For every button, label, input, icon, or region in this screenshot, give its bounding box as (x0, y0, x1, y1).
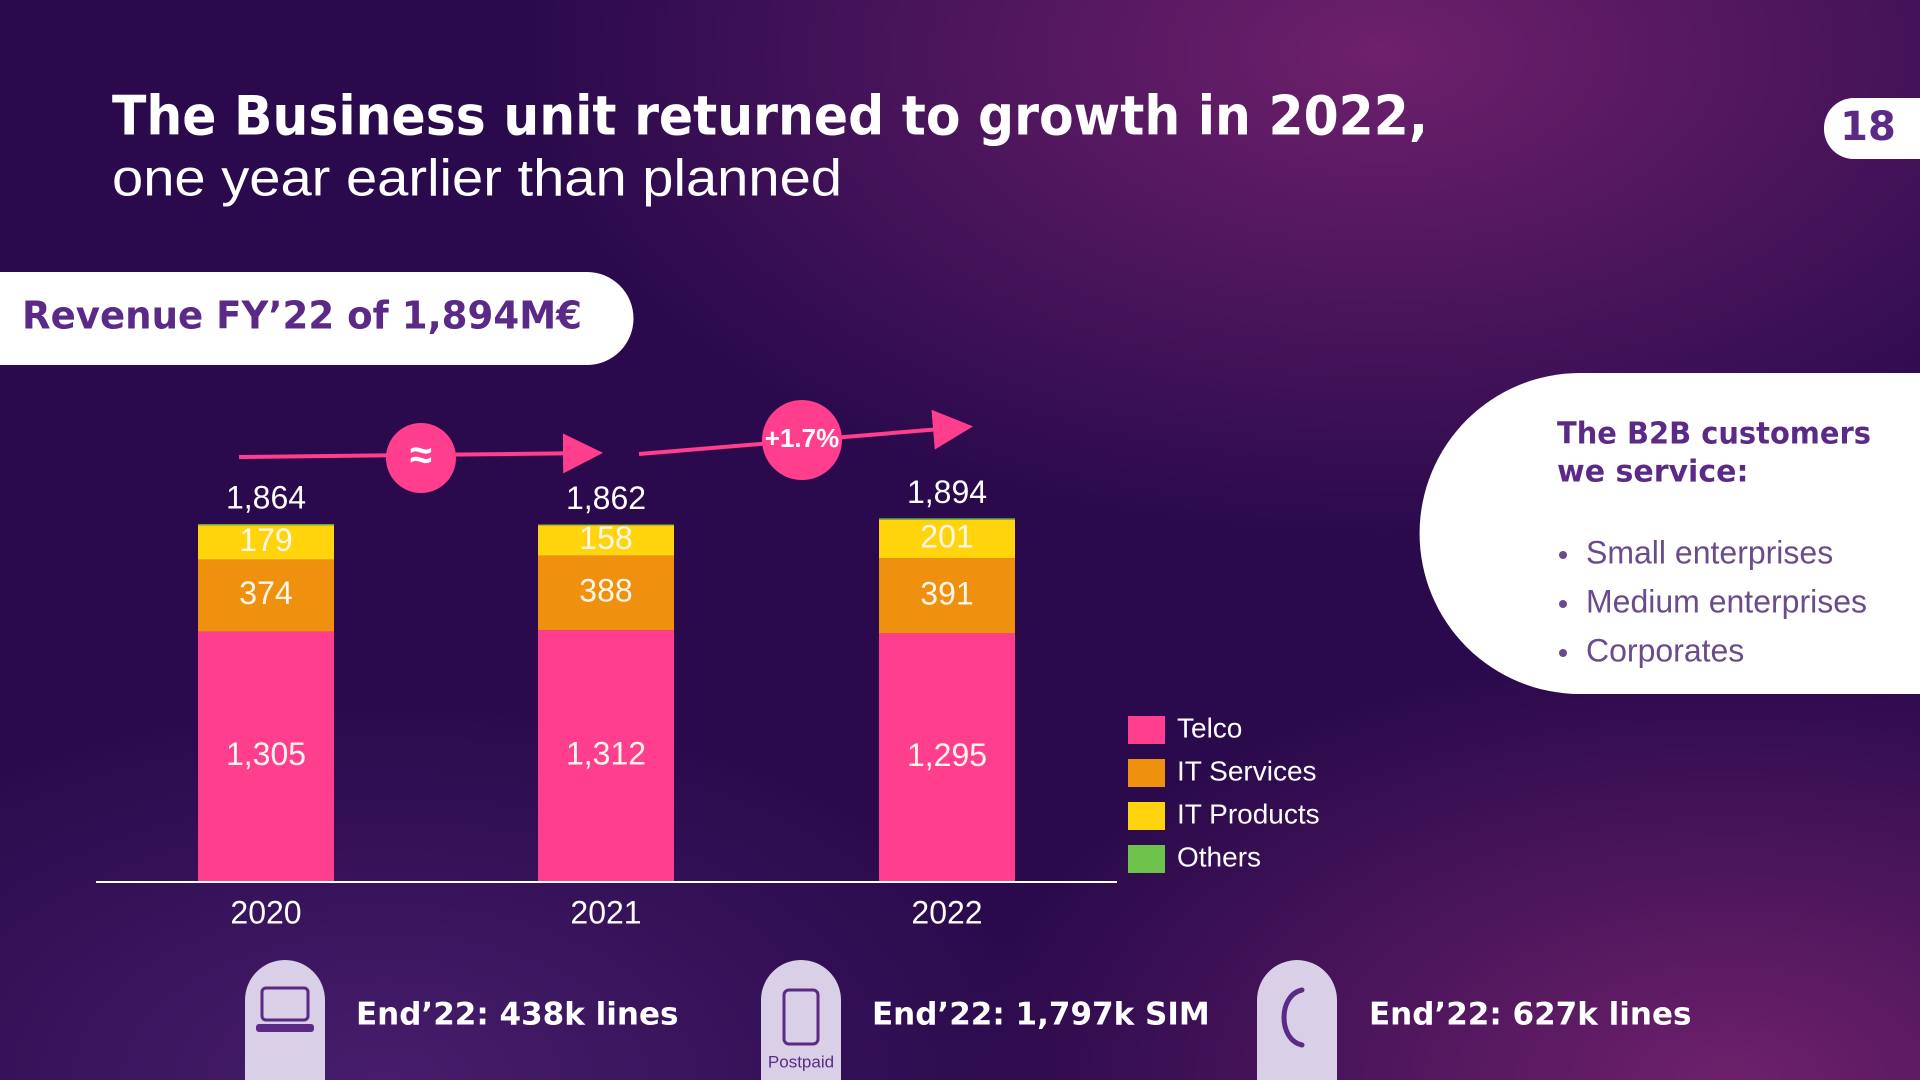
revenue-text: Revenue FY’22 of 1,894M€ (22, 294, 582, 338)
bullet (1559, 649, 1567, 657)
bar-segment (538, 524, 674, 526)
bar-segment (538, 630, 674, 882)
growth-badge (386, 423, 456, 493)
page-number: 18 (1840, 104, 1896, 150)
legend-swatch (1128, 716, 1165, 744)
x-tick-label: 2021 (570, 894, 641, 930)
slide-title: The Business unit returned to growth in … (112, 85, 1428, 148)
footer-stat: End’22: 438k lines (356, 997, 678, 1033)
icon-tab (1257, 960, 1337, 1080)
slide-subtitle: one year earlier than planned (112, 150, 842, 208)
customer-item: Medium enterprises (1586, 583, 1867, 619)
bar-segment (198, 559, 334, 632)
bullet (1559, 551, 1567, 559)
segment-label: 1,312 (566, 736, 646, 772)
bar-segment (879, 633, 1015, 882)
handset-icon (1281, 987, 1305, 1048)
phone-icon (782, 988, 820, 1046)
bar-segment (198, 525, 334, 560)
legend-swatch (1128, 759, 1165, 787)
laptop-icon (256, 1024, 314, 1032)
legend-swatch (1128, 802, 1165, 830)
bar-segment (198, 631, 334, 882)
segment-label: 1,305 (226, 736, 306, 772)
segment-label: 374 (239, 575, 292, 611)
segment-label: 1,295 (907, 737, 987, 773)
segment-label: 388 (579, 572, 632, 608)
bar-segment (879, 519, 1015, 559)
segment-label: 179 (239, 522, 292, 558)
laptop-icon (260, 986, 310, 1022)
bar-segment (879, 558, 1015, 634)
total-label: 1,894 (907, 474, 987, 510)
x-tick-label: 2022 (911, 894, 982, 930)
segment-label: 391 (920, 575, 973, 611)
customers-box (1419, 373, 1920, 694)
footer: Postpaid End’22: 438k lines End’22: 1,79… (245, 960, 1691, 1080)
total-label: 1,862 (566, 480, 646, 516)
bar-segment (538, 525, 674, 556)
bar-segment (198, 524, 334, 526)
legend-label: IT Services (1177, 755, 1317, 786)
revenue-badge (0, 272, 634, 365)
footer-stat: End’22: 1,797k SIM (872, 997, 1210, 1033)
customers-title: we service: (1557, 455, 1748, 490)
growth-label: +1.7% (765, 423, 839, 453)
segment-label: 201 (920, 518, 973, 554)
bar-segment (879, 518, 1015, 520)
page-badge (1824, 98, 1920, 159)
legend-swatch (1128, 845, 1165, 873)
segment-label: 158 (579, 520, 632, 556)
bullet (1559, 600, 1567, 608)
customers-list: Small enterprises Medium enterprises Corpo… (1559, 534, 1867, 668)
chart: 1,305 374 179 1,864 2020 1,312 388 158 1,862 2021… (96, 400, 1320, 930)
growth-badge (762, 400, 842, 480)
total-label: 1,864 (226, 480, 306, 516)
customer-item: Small enterprises (1586, 534, 1833, 570)
customer-item: Corporates (1586, 632, 1744, 668)
bar-segment (538, 555, 674, 631)
legend-label: IT Products (1177, 798, 1320, 829)
icon-tab (761, 960, 841, 1080)
legend-label: Telco (1177, 712, 1242, 743)
footer-stat: End’22: 627k lines (1369, 997, 1691, 1033)
icon-caption: Postpaid (768, 1052, 834, 1071)
x-tick-label: 2020 (230, 894, 301, 930)
legend-label: Others (1177, 841, 1261, 872)
customers-title: The B2B customers (1557, 417, 1871, 452)
growth-label: ≈ (410, 434, 432, 478)
